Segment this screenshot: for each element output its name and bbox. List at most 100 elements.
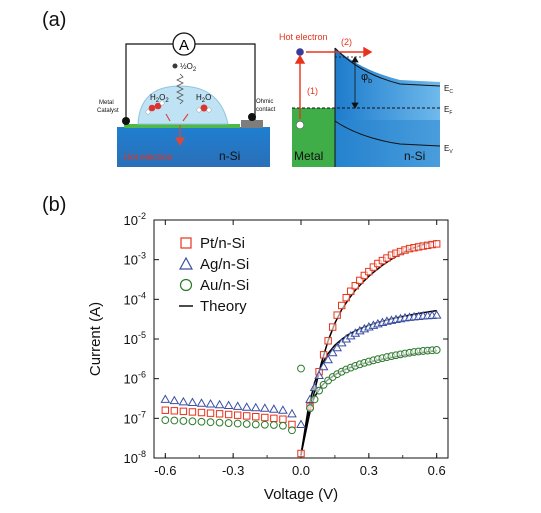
data-point-square	[197, 408, 206, 417]
data-point-triangle	[223, 400, 234, 410]
data-point-triangle	[214, 399, 225, 409]
metal-region	[292, 108, 335, 167]
silicon-substrate	[117, 127, 270, 167]
data-point-triangle	[232, 401, 243, 410]
data-point-circle	[215, 418, 224, 427]
data-point-circle	[197, 417, 206, 426]
panel-b-label: (b)	[42, 194, 67, 216]
legend-label: Theory	[200, 298, 247, 315]
panel-a-label: (a)	[42, 9, 67, 31]
data-point-square	[224, 410, 233, 419]
nsi-label-right: n-Si	[404, 149, 425, 163]
x-axis-label: Voltage (V)	[264, 486, 338, 503]
x-tick-label: 0.6	[428, 463, 446, 478]
data-point-circle	[170, 416, 179, 425]
excitation-arrow	[294, 54, 306, 119]
data-point-circle	[306, 404, 314, 413]
data-point-circle	[224, 419, 233, 427]
data-point-square	[270, 414, 278, 423]
data-point-square	[338, 301, 346, 310]
data-point-circle	[179, 417, 188, 425]
data-point-square	[233, 411, 242, 419]
data-point-circle	[260, 420, 269, 429]
metal-catalyst-layer	[124, 124, 240, 128]
data-point-triangle	[278, 405, 288, 414]
data-point-triangle	[296, 419, 306, 428]
data-point-triangle	[196, 398, 207, 407]
data-point-square	[342, 293, 350, 302]
data-point-square	[161, 406, 170, 414]
legend-label: Au/n-Si	[200, 277, 249, 294]
data-point-square	[432, 240, 441, 248]
data-point-triangle	[250, 402, 261, 412]
oxygen-molecule-icon	[172, 63, 178, 69]
data-point-square	[319, 351, 328, 359]
data-point-triangle	[314, 370, 324, 380]
y-tick-label: 10-7	[124, 409, 146, 426]
ammeter-icon: A	[172, 32, 196, 56]
y-tick-label: 10-8	[124, 449, 146, 466]
data-point-circle	[432, 346, 441, 354]
data-point-square	[351, 282, 359, 290]
x-tick-label: -0.6	[154, 463, 176, 478]
data-point-circle	[188, 417, 197, 426]
hole-icon	[295, 120, 305, 130]
legend-label: Ag/n-Si	[200, 256, 249, 273]
data-point-triangle	[187, 397, 198, 407]
metal-catalyst-label-2: Catalyst	[97, 108, 119, 114]
y-tick-label: 10-2	[124, 211, 146, 228]
y-axis-label: Current (A)	[87, 302, 104, 376]
data-point-triangle	[318, 361, 329, 371]
data-point-triangle	[323, 354, 334, 364]
data-point-square	[179, 407, 188, 416]
h2o2-molecule-icon	[145, 100, 165, 115]
injection-arrow	[306, 46, 373, 58]
x-tick-label: -0.3	[222, 463, 244, 478]
data-point-circle	[297, 364, 305, 373]
svg-text:A: A	[179, 37, 189, 54]
data-point-square	[324, 337, 332, 345]
y-tick-label: 10-6	[124, 370, 146, 387]
x-tick-label: 0.3	[360, 463, 378, 478]
legend-square-icon	[180, 237, 192, 249]
y-tick-label: 10-5	[124, 330, 146, 347]
data-point-circle	[242, 420, 251, 428]
y-tick-label: 10-4	[124, 290, 146, 307]
step-2-label: (2)	[341, 37, 352, 47]
phi-b-label: φb	[361, 71, 372, 85]
data-point-square	[279, 415, 287, 423]
data-point-circle	[206, 418, 215, 427]
data-point-triangle	[160, 394, 171, 403]
data-point-circle	[315, 386, 323, 395]
barrier-height-arrow	[351, 56, 359, 109]
oxygen-label: ½O2	[180, 62, 197, 73]
data-point-square	[261, 413, 269, 422]
conduction-band-line	[334, 47, 441, 87]
ohmic-contact-label-2: contact	[256, 107, 276, 113]
nsi-label-left: n-Si	[219, 149, 240, 163]
metal-catalyst-label: Metal	[99, 100, 114, 106]
data-point-circle	[161, 416, 170, 425]
data-point-square	[215, 410, 224, 418]
y-tick-label: 10-3	[124, 251, 146, 268]
electrolyte-droplet	[137, 85, 229, 125]
data-point-square	[206, 409, 215, 417]
h2o-molecule-icon	[196, 104, 212, 113]
data-point-triangle	[431, 310, 442, 319]
data-point-circle	[269, 421, 278, 429]
data-point-square	[347, 287, 355, 295]
data-point-square	[252, 412, 260, 421]
data-point-square	[328, 323, 337, 331]
data-point-square	[365, 267, 373, 276]
reaction-path-icon	[176, 73, 184, 105]
reaction-arrows	[165, 113, 189, 147]
metal-label: Metal	[294, 149, 323, 163]
hot-electron-label-left: Hot electron	[124, 152, 173, 162]
data-point-square	[333, 311, 341, 319]
hot-electron-icon	[296, 48, 304, 56]
circuit-wire	[125, 43, 256, 123]
data-point-circle	[279, 421, 287, 430]
hot-electron-label-right: Hot electron	[279, 32, 328, 42]
